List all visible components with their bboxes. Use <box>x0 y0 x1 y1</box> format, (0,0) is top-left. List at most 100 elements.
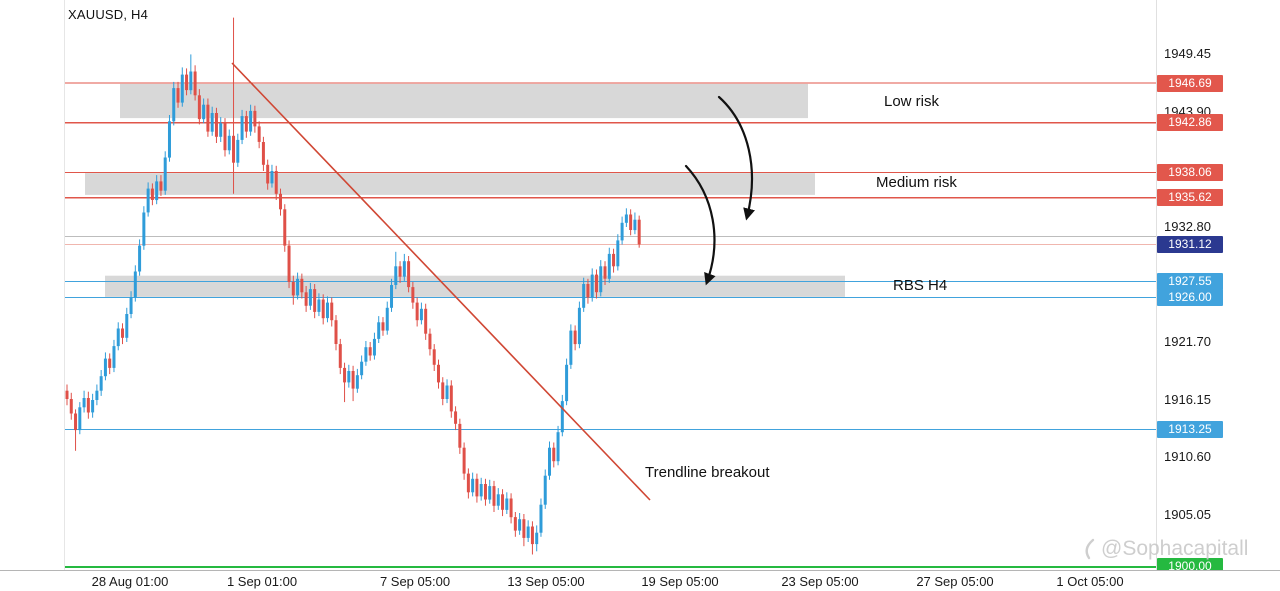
zone-low-risk[interactable] <box>120 83 808 119</box>
candle-body <box>189 71 193 91</box>
candle-body <box>509 498 513 518</box>
candle-body <box>471 478 475 493</box>
price-badge: 1946.69 <box>1157 74 1223 92</box>
candle-body <box>398 266 402 277</box>
candle-body <box>313 289 317 312</box>
candle-body <box>283 209 287 246</box>
price-tick-label: 1932.80 <box>1164 218 1211 234</box>
arrow-annotation-2[interactable] <box>717 95 755 221</box>
candle-body <box>407 261 411 288</box>
price-badge: 1931.12 <box>1157 235 1223 253</box>
candle-body <box>552 447 556 462</box>
candle-body <box>244 116 248 132</box>
candle-body <box>569 330 573 365</box>
candle-body <box>193 71 197 96</box>
candle-body <box>112 346 116 368</box>
annotation-medium-risk[interactable]: Medium risk <box>876 174 957 191</box>
candle-body <box>176 88 180 103</box>
candle-body <box>360 361 364 376</box>
candle-body <box>449 385 453 412</box>
candle-body <box>466 473 470 493</box>
candle-body <box>599 266 603 293</box>
symbol-timeframe-label: XAUUSD, H4 <box>68 7 149 22</box>
candle-body <box>138 245 142 272</box>
candle-body <box>415 302 419 321</box>
candle-body <box>257 126 261 142</box>
candle-body <box>287 245 291 282</box>
candle-body <box>428 333 432 350</box>
trendline[interactable] <box>231 62 651 501</box>
candle-body <box>223 123 227 151</box>
time-tick-label: 23 Sep 05:00 <box>781 574 859 589</box>
candle-body <box>214 113 218 137</box>
candle-body <box>325 302 329 319</box>
price-axis-separator <box>1156 0 1157 570</box>
candle-body <box>227 135 231 151</box>
candle-body <box>142 212 146 246</box>
candle-body <box>624 214 628 223</box>
candle-body <box>330 302 334 321</box>
annotation-trendline-breakout[interactable]: Trendline breakout <box>645 464 770 481</box>
candle-body <box>197 95 201 120</box>
candle-body <box>483 484 487 500</box>
candle-body <box>180 74 184 103</box>
arrow-annotation-1[interactable] <box>684 164 716 286</box>
price-axis[interactable]: 1949.45 1943.90 1932.80 1921.70 1916.15 1910.… <box>1156 0 1280 576</box>
candle-body <box>103 358 107 377</box>
candle-body <box>65 390 69 399</box>
candle-body <box>150 188 154 200</box>
candle-body <box>249 110 253 132</box>
candle-body <box>133 271 137 298</box>
candle-body <box>432 349 436 365</box>
candle-body <box>129 297 133 314</box>
time-tick-label: 28 Aug 01:00 <box>91 574 169 589</box>
annotation-rbs-h4[interactable]: RBS H4 <box>893 277 948 294</box>
time-tick-label: 1 Sep 01:00 <box>226 574 298 589</box>
candle-body <box>82 398 86 408</box>
watermark-text: @Sophacapitall <box>1101 537 1249 560</box>
candle-body <box>411 287 415 303</box>
zone-medium-risk[interactable] <box>85 173 815 195</box>
candle-body <box>146 188 150 213</box>
candle-body <box>270 171 274 184</box>
candle-body <box>594 274 598 293</box>
candle-body <box>539 504 543 533</box>
price-tick-label: 1905.05 <box>1164 506 1211 522</box>
candle-body <box>513 517 517 531</box>
candle-body <box>274 171 278 194</box>
candle-body <box>603 266 607 279</box>
candle-body <box>291 281 295 296</box>
candle-body <box>351 371 355 389</box>
candle-body <box>492 486 496 506</box>
candle-body <box>219 123 223 137</box>
annotation-low-risk[interactable]: Low risk <box>884 93 940 110</box>
candle-body <box>338 344 342 368</box>
candle-body <box>612 253 616 267</box>
candle-body <box>419 308 423 321</box>
candle-body <box>167 121 171 158</box>
candle-body <box>202 104 206 120</box>
candle-body <box>321 299 325 319</box>
candle-body <box>317 299 321 312</box>
candle-body <box>95 390 99 400</box>
time-axis[interactable]: 28 Aug 01:00 1 Sep 01:00 7 Sep 05:00 13 Sep… <box>0 570 1280 591</box>
candle-body <box>279 193 282 210</box>
candle-body <box>343 367 347 383</box>
candle-body <box>347 371 351 383</box>
candle-body <box>475 478 479 497</box>
price-tick-label: 1910.60 <box>1164 449 1211 465</box>
watermark: @Sophacapitall <box>1080 537 1248 561</box>
candle-body <box>155 181 159 201</box>
candle-body <box>436 364 440 383</box>
candle-body <box>381 322 385 331</box>
zone-rbs-h4[interactable] <box>105 275 845 297</box>
candle-body <box>300 278 304 293</box>
candle-body <box>163 157 167 191</box>
candle-body <box>261 142 265 165</box>
candle-body <box>296 278 300 296</box>
candle-body <box>530 526 534 545</box>
price-badge: 1938.06 <box>1157 163 1223 181</box>
price-badge: 1942.86 <box>1157 114 1223 132</box>
